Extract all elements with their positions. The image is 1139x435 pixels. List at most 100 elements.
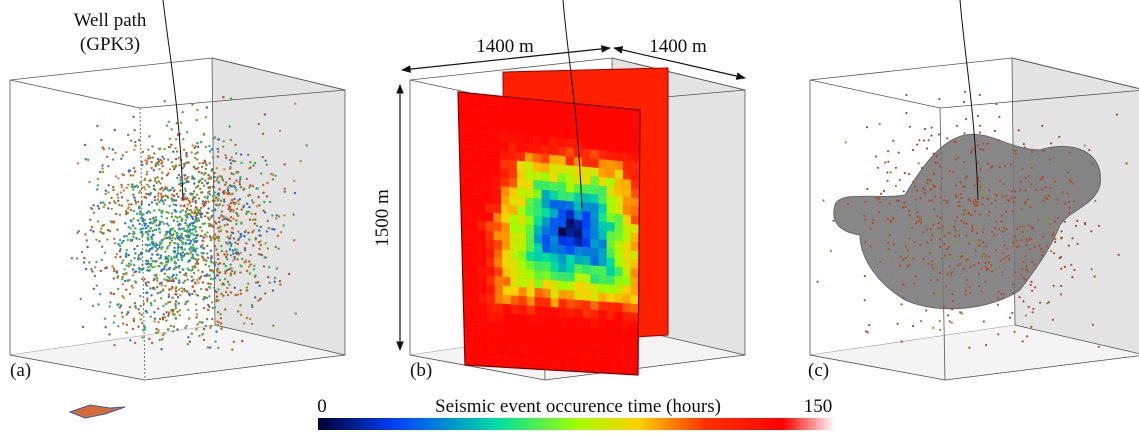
event-dot [204, 215, 207, 218]
heatmap-cell [463, 319, 473, 330]
event-dot [195, 247, 198, 250]
event-dot [144, 222, 147, 225]
event-dot [146, 299, 149, 303]
event-dot [96, 124, 99, 128]
event-dot [208, 186, 212, 190]
heatmap-cell [491, 131, 501, 142]
event-dot [117, 196, 120, 199]
event-dot [174, 302, 177, 306]
event-dot [228, 205, 232, 209]
event-dot [259, 225, 262, 229]
heatmap-cell [460, 210, 470, 221]
heatmap-cell [549, 118, 558, 129]
panel-label: (b) [410, 360, 432, 381]
heatmap-cell [470, 283, 480, 294]
event-dot [119, 191, 123, 194]
event-dot [137, 325, 140, 328]
heatmap-cell [494, 258, 503, 269]
event-dot [191, 232, 194, 235]
heatmap-cell [483, 130, 493, 141]
event-dot [209, 282, 212, 286]
event-dot [1023, 202, 1026, 205]
event-dot [984, 280, 987, 283]
event-dot [167, 158, 170, 161]
event-dot [991, 230, 994, 233]
event-dot [125, 271, 128, 275]
event-dot [82, 261, 86, 264]
event-dot [198, 277, 201, 280]
heatmap-cell [558, 289, 567, 300]
event-dot [193, 233, 196, 237]
event-dot [195, 167, 199, 171]
event-dot [977, 176, 980, 179]
event-dot [170, 228, 174, 231]
heatmap-cell [525, 170, 534, 181]
heatmap-cell [549, 181, 559, 192]
event-dot [180, 232, 183, 235]
heatmap-cell [543, 342, 552, 353]
heatmap-cell [565, 191, 575, 202]
event-dot [920, 167, 924, 170]
heatmap-cell [457, 91, 467, 103]
event-dot [153, 317, 157, 320]
heatmap-cell [614, 116, 624, 127]
event-dot [190, 279, 194, 283]
event-dot [973, 203, 976, 206]
event-dot [997, 227, 1001, 231]
event-dot [167, 172, 170, 175]
event-dot [948, 169, 952, 173]
event-dot [908, 125, 912, 128]
event-dot [919, 266, 922, 269]
event-dot [230, 242, 233, 245]
event-dot [132, 317, 135, 320]
well-label: Well path [74, 10, 147, 31]
event-dot [118, 250, 122, 253]
event-dot [238, 198, 242, 201]
event-dot [119, 255, 122, 259]
event-dot [158, 243, 161, 247]
event-dot [190, 332, 193, 335]
event-dot [151, 259, 154, 263]
event-dot [175, 256, 178, 259]
event-dot [898, 178, 901, 182]
event-dot [864, 240, 867, 243]
event-dot [205, 317, 209, 321]
event-dot [896, 322, 899, 325]
event-dot [151, 156, 154, 159]
heatmap-cell [582, 211, 591, 222]
heatmap-cell [598, 194, 607, 205]
event-dot [982, 320, 985, 323]
event-dot [896, 199, 899, 202]
event-dot [244, 229, 248, 232]
heatmap-cell [590, 229, 599, 240]
event-dot [140, 214, 144, 217]
heatmap-cell [557, 173, 567, 184]
event-dot [938, 97, 941, 101]
heatmap-cell [517, 214, 527, 225]
event-dot [101, 167, 104, 170]
event-dot [224, 264, 228, 268]
event-dot [181, 241, 184, 244]
event-dot [146, 160, 149, 163]
event-dot [195, 303, 198, 306]
heatmap-cell [476, 193, 486, 204]
heatmap-cell [590, 131, 599, 142]
event-dot [163, 100, 166, 103]
heatmap-cell [502, 276, 511, 287]
heatmap-cell [516, 133, 525, 144]
heatmap-cell [614, 275, 623, 286]
event-dot [229, 254, 233, 257]
event-dot [832, 219, 835, 222]
heatmap-cell [474, 93, 484, 104]
heatmap-cell [614, 196, 624, 206]
heatmap-cell [565, 120, 575, 131]
event-dot [872, 222, 875, 225]
event-dot [1030, 280, 1033, 283]
heatmap-cell [606, 106, 616, 117]
event-dot [158, 220, 162, 223]
event-dot [203, 159, 206, 162]
event-dot [203, 184, 206, 187]
event-dot [960, 196, 963, 199]
event-dot [135, 212, 139, 215]
event-dot [959, 181, 962, 184]
